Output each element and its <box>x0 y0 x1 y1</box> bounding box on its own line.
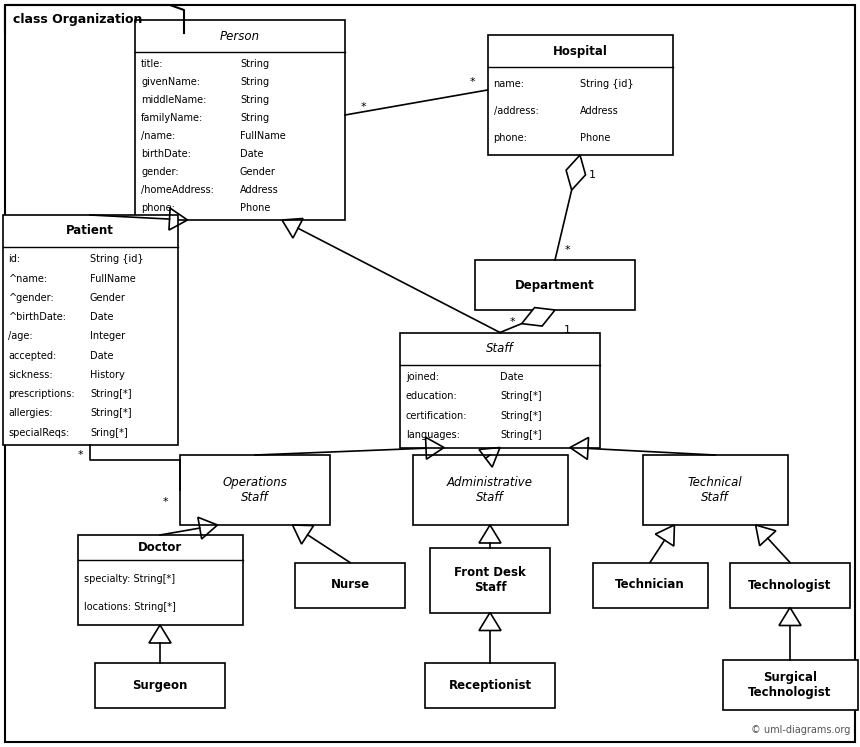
Text: String[*]: String[*] <box>500 430 542 440</box>
Polygon shape <box>566 155 586 190</box>
Text: Hospital: Hospital <box>553 45 607 58</box>
Polygon shape <box>522 308 555 326</box>
Bar <box>722 660 857 710</box>
Text: String[*]: String[*] <box>90 389 132 399</box>
Bar <box>593 562 708 607</box>
Text: String: String <box>240 95 269 105</box>
Text: Integer: Integer <box>90 332 125 341</box>
Text: class Organization: class Organization <box>13 13 143 26</box>
Text: /address:: /address: <box>494 106 538 116</box>
Bar <box>730 562 850 607</box>
Text: Surgical
Technologist: Surgical Technologist <box>748 671 832 699</box>
Text: Technical
Staff: Technical Staff <box>688 476 742 504</box>
Bar <box>642 455 788 525</box>
Text: Front Desk
Staff: Front Desk Staff <box>454 566 525 594</box>
Text: 1: 1 <box>563 325 570 335</box>
Text: Doctor: Doctor <box>138 541 182 554</box>
Text: sickness:: sickness: <box>9 370 53 379</box>
Text: id:: id: <box>9 255 21 264</box>
Text: Date: Date <box>500 372 524 382</box>
Text: birthDate:: birthDate: <box>141 149 191 159</box>
Text: allergies:: allergies: <box>9 409 53 418</box>
Text: middleName:: middleName: <box>141 95 206 105</box>
Text: String: String <box>240 59 269 69</box>
Text: prescriptions:: prescriptions: <box>9 389 75 399</box>
Text: accepted:: accepted: <box>9 350 57 361</box>
Text: phone:: phone: <box>494 133 527 143</box>
Text: name:: name: <box>494 79 525 90</box>
Text: String: String <box>240 77 269 87</box>
Bar <box>413 455 568 525</box>
Text: *: * <box>77 450 83 460</box>
Text: *: * <box>509 317 515 327</box>
Text: Receptionist: Receptionist <box>448 678 531 692</box>
Text: 1: 1 <box>588 170 595 180</box>
Text: String {id}: String {id} <box>580 79 634 90</box>
Text: specialty: String[*]: specialty: String[*] <box>83 574 175 583</box>
Bar <box>135 20 345 220</box>
Text: Date: Date <box>90 312 114 322</box>
Bar <box>3 215 177 445</box>
Text: title:: title: <box>141 59 163 69</box>
Text: Staff: Staff <box>486 342 513 355</box>
Text: Sring[*]: Sring[*] <box>90 427 128 438</box>
Text: languages:: languages: <box>406 430 460 440</box>
Text: FullName: FullName <box>90 273 136 284</box>
Text: ^gender:: ^gender: <box>9 293 54 303</box>
Text: Date: Date <box>90 350 114 361</box>
Text: FullName: FullName <box>240 131 286 141</box>
Text: String[*]: String[*] <box>500 411 542 421</box>
Text: Address: Address <box>580 106 618 116</box>
Text: Technician: Technician <box>615 578 685 592</box>
Text: specialReqs:: specialReqs: <box>9 427 70 438</box>
Bar <box>400 332 600 447</box>
Text: /age:: /age: <box>9 332 34 341</box>
Text: Patient: Patient <box>66 225 114 238</box>
Text: Date: Date <box>240 149 263 159</box>
Text: /name:: /name: <box>141 131 175 141</box>
Text: certification:: certification: <box>406 411 468 421</box>
Text: Gender: Gender <box>90 293 126 303</box>
Text: Department: Department <box>515 279 595 291</box>
Text: Gender: Gender <box>240 167 276 177</box>
Text: Phone: Phone <box>240 203 270 213</box>
Text: String: String <box>240 113 269 123</box>
Text: *: * <box>360 102 366 112</box>
Bar <box>488 35 673 155</box>
Bar <box>180 455 330 525</box>
Text: gender:: gender: <box>141 167 179 177</box>
Text: *: * <box>564 245 570 255</box>
Text: String {id}: String {id} <box>90 255 144 264</box>
Bar <box>295 562 405 607</box>
Text: String[*]: String[*] <box>90 409 132 418</box>
Text: familyName:: familyName: <box>141 113 203 123</box>
Text: Nurse: Nurse <box>330 578 370 592</box>
Text: ^name:: ^name: <box>9 273 47 284</box>
Text: ^birthDate:: ^birthDate: <box>9 312 66 322</box>
Text: Administrative
Staff: Administrative Staff <box>447 476 533 504</box>
Text: education:: education: <box>406 391 458 401</box>
Text: History: History <box>90 370 125 379</box>
Text: Address: Address <box>240 185 279 195</box>
Text: Person: Person <box>220 29 260 43</box>
Text: *: * <box>470 77 476 87</box>
Text: Surgeon: Surgeon <box>132 678 187 692</box>
Text: joined:: joined: <box>406 372 439 382</box>
Bar <box>475 260 635 310</box>
Text: phone:: phone: <box>141 203 175 213</box>
Text: givenName:: givenName: <box>141 77 200 87</box>
Text: Technologist: Technologist <box>748 578 832 592</box>
Bar <box>425 663 555 707</box>
Text: locations: String[*]: locations: String[*] <box>83 601 175 612</box>
Text: *: * <box>163 497 168 507</box>
Bar <box>77 535 243 625</box>
Text: /homeAddress:: /homeAddress: <box>141 185 214 195</box>
Bar <box>95 663 225 707</box>
Text: © uml-diagrams.org: © uml-diagrams.org <box>751 725 850 735</box>
Text: Operations
Staff: Operations Staff <box>223 476 287 504</box>
Text: String[*]: String[*] <box>500 391 542 401</box>
Text: Phone: Phone <box>580 133 611 143</box>
Bar <box>430 548 550 613</box>
